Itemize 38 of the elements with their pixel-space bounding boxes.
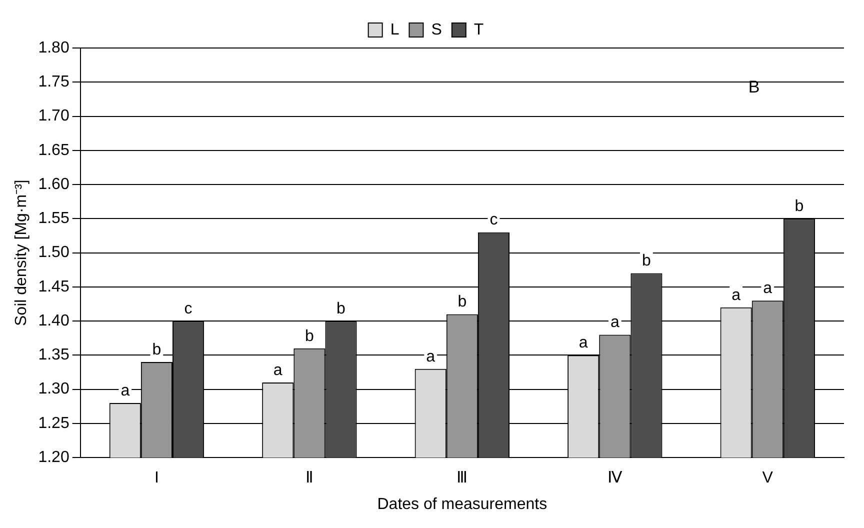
x-axis-title: Dates of measurements: [377, 496, 548, 513]
y-tick-label: 1.80: [38, 39, 70, 56]
data-label: a: [426, 348, 436, 366]
legend-label: S: [431, 21, 442, 38]
data-label: b: [304, 328, 314, 345]
data-label: b: [458, 294, 467, 311]
y-tick-label: 1.30: [38, 380, 70, 398]
data-label: c: [490, 212, 498, 229]
x-tick-label: Ⅲ: [456, 470, 468, 487]
data-label: a: [120, 382, 130, 400]
data-label: b: [152, 341, 162, 358]
x-tick-label: V: [762, 470, 774, 487]
y-tick-label: 1.55: [38, 210, 70, 228]
data-label: a: [610, 314, 620, 332]
y-tick-label: 1.50: [38, 244, 70, 262]
y-tick-label: 1.40: [38, 312, 70, 330]
y-tick-label: 1.20: [38, 449, 70, 466]
y-tick-label: 1.65: [38, 142, 70, 159]
x-tick-label: Ⅱ: [305, 470, 314, 487]
legend-label: T: [474, 21, 484, 38]
y-tick-label: 1.45: [38, 278, 70, 296]
x-tick-label: I: [154, 470, 159, 487]
legend-label: L: [390, 21, 400, 38]
data-label: b: [794, 198, 804, 216]
data-label: b: [642, 252, 652, 270]
data-label: a: [578, 334, 588, 352]
y-tick-label: 1.70: [38, 108, 70, 125]
data-label: a: [763, 280, 772, 297]
y-axis-title: Soil density [Mg·m⁻³]: [13, 180, 30, 326]
y-tick-label: 1.25: [38, 414, 70, 432]
y-tick-label: 1.35: [38, 346, 70, 364]
data-label: a: [732, 286, 741, 304]
data-label: b: [336, 300, 346, 318]
x-tick-label: Ⅳ: [607, 470, 622, 487]
y-tick-label: 1.60: [38, 176, 70, 193]
data-label: c: [184, 300, 192, 318]
data-label: a: [273, 362, 282, 379]
y-tick-label: 1.75: [38, 74, 70, 91]
